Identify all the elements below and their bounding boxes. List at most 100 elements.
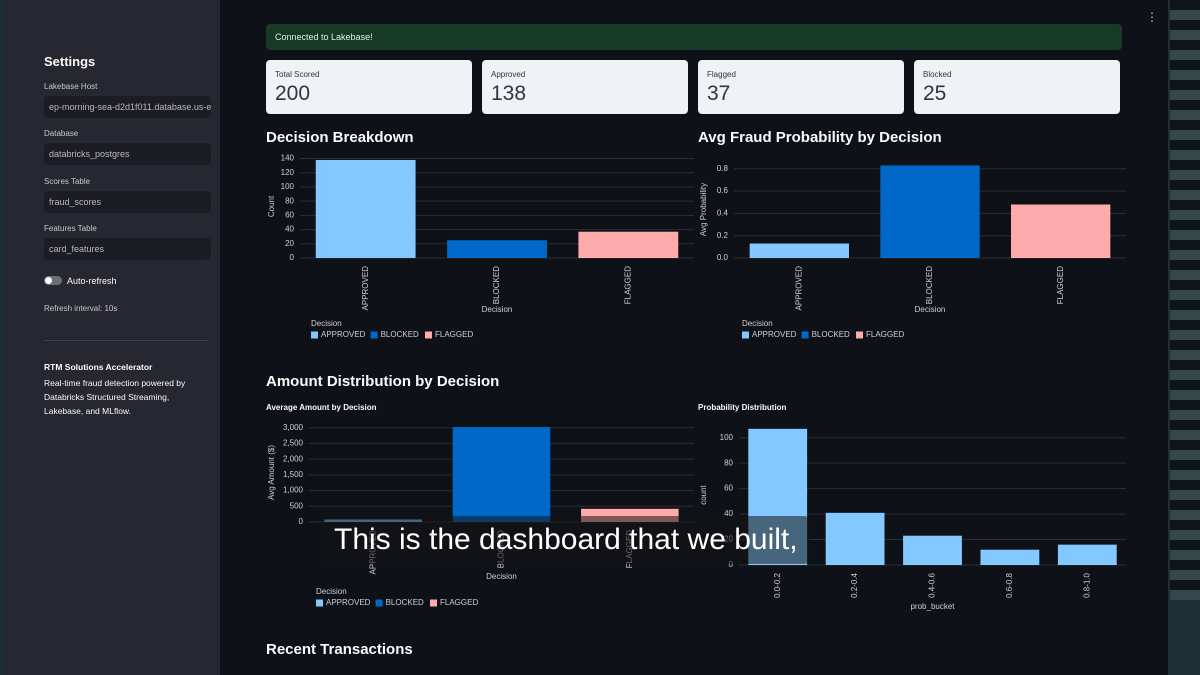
- text-input[interactable]: card_features: [44, 238, 211, 260]
- chart: 0.0 0.2 0.4 0.6 0.8 APPROVED BLOCKED FLAGGED Avg…: [699, 164, 1126, 339]
- bar: [1057, 544, 1117, 565]
- bar: [980, 549, 1040, 565]
- bar: [452, 427, 551, 522]
- y-tick-label: 0: [290, 253, 295, 262]
- sidebar: Settings Lakebase Host ep-morning-sea-d2…: [4, 0, 220, 675]
- legend-label: BLOCKED: [381, 330, 419, 339]
- legend-label: APPROVED: [752, 330, 797, 339]
- y-tick-label: 80: [724, 458, 733, 467]
- y-tick-label: 1,500: [283, 470, 304, 479]
- legend-title: Decision: [311, 319, 342, 328]
- chart: Probability Distribution0204060801000.0-…: [698, 403, 1126, 611]
- about-title: RTM Solutions Accelerator: [44, 362, 153, 372]
- toggle[interactable]: [44, 276, 62, 285]
- chart: 0 20 40 60 80 100 120 140 APPROVED BLOCKED FLAGGED…: [267, 154, 694, 339]
- legend-label: APPROVED: [326, 598, 371, 607]
- field-label: Scores Table: [44, 177, 91, 186]
- y-tick-label: 20: [285, 239, 294, 248]
- bar: [880, 165, 980, 258]
- legend-label: FLAGGED: [440, 598, 478, 607]
- x-tick-label: APPROVED: [794, 266, 803, 311]
- success-banner: Connected to Lakebase!: [266, 24, 1122, 50]
- legend-swatch: [856, 331, 863, 339]
- metric-value: 138: [491, 82, 527, 105]
- bar: [825, 512, 885, 565]
- section-heading: Recent Transactions: [266, 641, 413, 658]
- chart-title: Probability Distribution: [698, 403, 787, 412]
- x-axis-title: Decision: [915, 305, 946, 314]
- y-tick-label: 120: [281, 168, 295, 177]
- bar: [903, 535, 962, 565]
- legend-swatch: [311, 331, 318, 339]
- legend-swatch: [316, 599, 323, 607]
- legend-swatch: [742, 331, 749, 339]
- metric-label: Total Scored: [275, 70, 320, 79]
- frame-pattern: [1170, 0, 1200, 600]
- field-label: Lakebase Host: [44, 82, 98, 91]
- y-axis-title: count: [699, 484, 708, 504]
- refresh-text: Refresh interval: 10s: [44, 304, 118, 313]
- y-axis-title: Count: [267, 195, 276, 217]
- y-tick-label: 40: [285, 225, 294, 234]
- y-tick-label: 0.0: [717, 253, 729, 262]
- bar: [749, 243, 849, 258]
- metric-card: Approved 138: [482, 60, 688, 114]
- legend-swatch: [430, 599, 437, 607]
- banner-text: Connected to Lakebase!: [275, 32, 373, 42]
- menu-button[interactable]: ⋮: [1146, 10, 1158, 24]
- y-tick-label: 100: [720, 433, 734, 442]
- video-caption: This is the dashboard that we built,: [322, 516, 810, 564]
- x-axis-title: Decision: [482, 305, 513, 314]
- y-tick-label: 0: [299, 517, 304, 526]
- toggle-label: Auto-refresh: [67, 276, 117, 286]
- y-tick-label: 2,000: [283, 454, 304, 463]
- text-input[interactable]: databricks_postgres: [44, 143, 211, 165]
- x-tick-label: 0.8-1.0: [1082, 572, 1091, 597]
- field-label: Database: [44, 129, 79, 138]
- legend-swatch: [375, 599, 383, 607]
- x-tick-label: BLOCKED: [925, 266, 934, 304]
- section-heading: Avg Fraud Probability by Decision: [698, 129, 942, 146]
- toggle-knob: [45, 277, 52, 284]
- y-tick-label: 100: [281, 182, 295, 191]
- x-axis-title: prob_bucket: [910, 602, 955, 611]
- field-label: Features Table: [44, 224, 97, 233]
- x-tick-label: FLAGGED: [1056, 266, 1065, 304]
- x-tick-label: APPROVED: [361, 266, 370, 311]
- x-tick-label: 0.2-0.4: [850, 572, 859, 597]
- x-tick-label: 0.4-0.6: [928, 572, 937, 597]
- y-tick-label: 0.4: [717, 209, 729, 218]
- sidebar-title: Settings: [44, 54, 96, 69]
- metric-card: Flagged 37: [698, 60, 904, 114]
- bar: [447, 240, 547, 258]
- y-tick-label: 40: [724, 509, 733, 518]
- bar: [1011, 204, 1111, 258]
- metric-label: Flagged: [707, 70, 736, 79]
- y-tick-label: 0.6: [717, 186, 729, 195]
- legend-swatch: [370, 331, 378, 339]
- app-window: Settings Lakebase Host ep-morning-sea-d2…: [4, 0, 1168, 675]
- y-tick-label: 80: [285, 196, 294, 205]
- legend-title: Decision: [316, 587, 347, 596]
- x-tick-label: 0.0-0.2: [773, 572, 782, 597]
- x-axis-title: Decision: [486, 572, 517, 581]
- y-tick-label: 1,000: [283, 486, 304, 495]
- y-tick-label: 60: [285, 210, 294, 219]
- metric-card: Total Scored 200: [266, 60, 472, 114]
- metric-value: 25: [923, 82, 947, 105]
- y-tick-label: 500: [290, 501, 304, 510]
- y-tick-label: 2,500: [283, 439, 304, 448]
- legend-label: FLAGGED: [435, 330, 473, 339]
- y-tick-label: 3,000: [283, 423, 304, 432]
- x-tick-label: BLOCKED: [492, 266, 501, 304]
- text-input[interactable]: ep-morning-sea-d2d1f011.database.us-e: [44, 96, 211, 118]
- legend-label: APPROVED: [321, 330, 366, 339]
- y-tick-label: 0.8: [717, 164, 729, 173]
- legend-swatch: [801, 331, 809, 339]
- text-input[interactable]: fraud_scores: [44, 191, 211, 213]
- metric-label: Approved: [491, 70, 526, 79]
- metric-value: 37: [707, 82, 731, 105]
- legend-label: FLAGGED: [866, 330, 904, 339]
- metric-label: Blocked: [923, 70, 952, 79]
